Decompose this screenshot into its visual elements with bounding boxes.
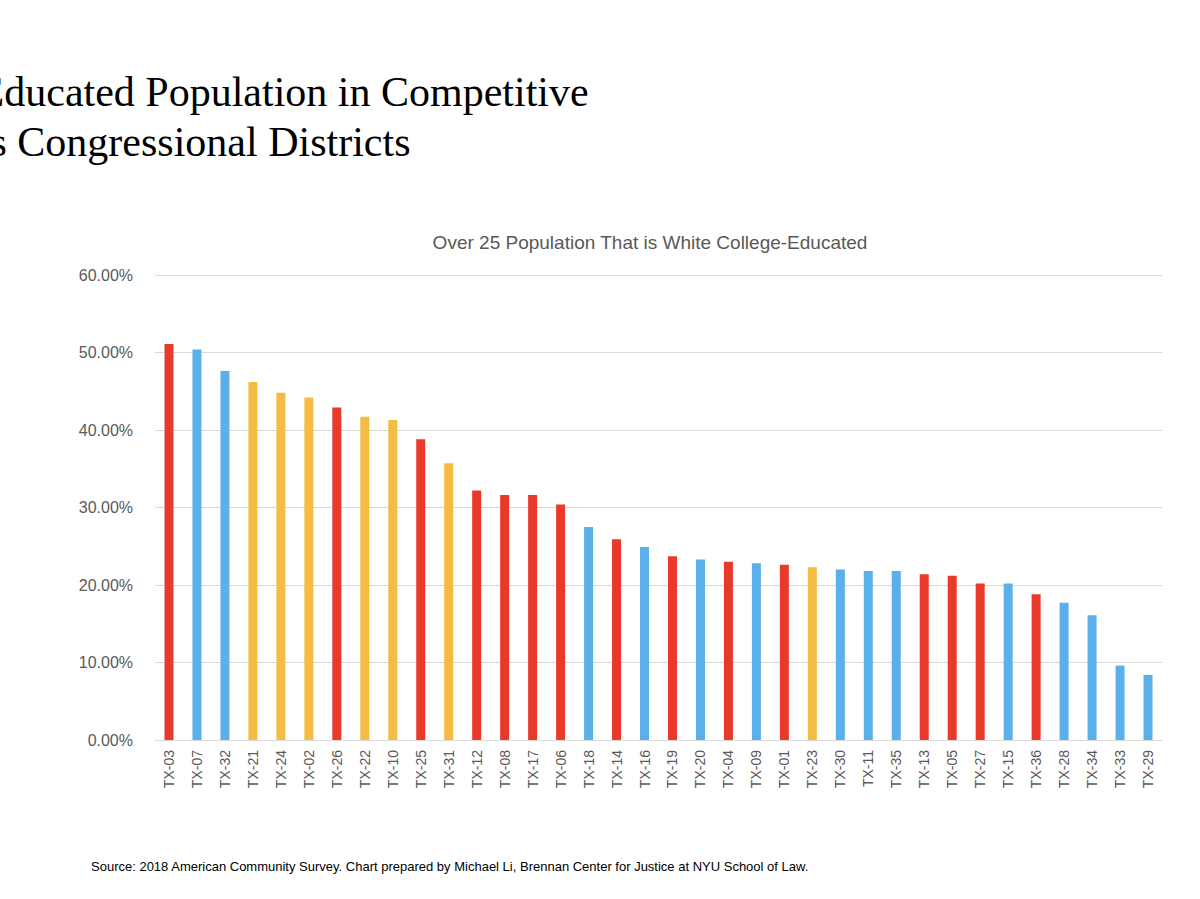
svg-text:TX-35: TX-35: [888, 750, 904, 788]
svg-text:40.00%: 40.00%: [79, 422, 133, 439]
svg-text:30.00%: 30.00%: [79, 499, 133, 516]
svg-text:20.00%: 20.00%: [79, 577, 133, 594]
svg-text:TX-06: TX-06: [553, 750, 569, 788]
svg-text:TX-30: TX-30: [832, 750, 848, 788]
svg-text:TX-02: TX-02: [301, 750, 317, 788]
svg-text:Source: 2018 American Communit: Source: 2018 American Community Survey. …: [91, 859, 808, 874]
svg-text:50.00%: 50.00%: [79, 344, 133, 361]
svg-text:TX-07: TX-07: [189, 750, 205, 788]
svg-text:TX-31: TX-31: [441, 750, 457, 788]
svg-text:TX-13: TX-13: [916, 750, 932, 788]
svg-text:TX-17: TX-17: [525, 750, 541, 788]
svg-text:TX-33: TX-33: [1112, 750, 1128, 788]
svg-text:TX-32: TX-32: [217, 750, 233, 788]
svg-text:TX-18: TX-18: [581, 750, 597, 788]
svg-text:Over 25 Population That is Whi: Over 25 Population That is White College…: [433, 232, 868, 253]
svg-text:60.00%: 60.00%: [79, 267, 133, 284]
svg-text:TX-25: TX-25: [413, 750, 429, 788]
svg-text:TX-22: TX-22: [357, 750, 373, 788]
svg-text:TX-08: TX-08: [497, 750, 513, 788]
svg-text:TX-10: TX-10: [385, 750, 401, 788]
svg-text:TX-16: TX-16: [637, 750, 653, 788]
svg-text:TX-34: TX-34: [1084, 750, 1100, 788]
svg-text:TX-24: TX-24: [273, 750, 289, 788]
svg-text:Texas Congressional Districts: Texas Congressional Districts: [0, 119, 411, 165]
svg-text:TX-04: TX-04: [720, 750, 736, 788]
svg-text:TX-27: TX-27: [972, 750, 988, 788]
svg-text:TX-23: TX-23: [804, 750, 820, 788]
svg-text:TX-14: TX-14: [609, 750, 625, 788]
svg-text:TX-11: TX-11: [860, 750, 876, 787]
svg-text:TX-21: TX-21: [245, 750, 261, 788]
svg-text:TX-36: TX-36: [1028, 750, 1044, 788]
svg-text:TX-12: TX-12: [469, 750, 485, 788]
svg-text:TX-19: TX-19: [664, 750, 680, 788]
svg-text:TX-01: TX-01: [776, 750, 792, 788]
svg-text:TX-29: TX-29: [1140, 750, 1156, 788]
svg-text:TX-28: TX-28: [1056, 750, 1072, 788]
svg-text:TX-26: TX-26: [329, 750, 345, 788]
svg-text:TX-20: TX-20: [692, 750, 708, 788]
svg-text:TX-03: TX-03: [161, 750, 177, 788]
svg-text:TX-05: TX-05: [944, 750, 960, 788]
svg-text:10.00%: 10.00%: [79, 654, 133, 671]
svg-text:White College-Educated Populat: White College-Educated Population in Com…: [0, 69, 599, 115]
svg-text:TX-09: TX-09: [748, 750, 764, 788]
svg-text:TX-15: TX-15: [1000, 750, 1016, 788]
svg-text:0.00%: 0.00%: [88, 732, 133, 749]
